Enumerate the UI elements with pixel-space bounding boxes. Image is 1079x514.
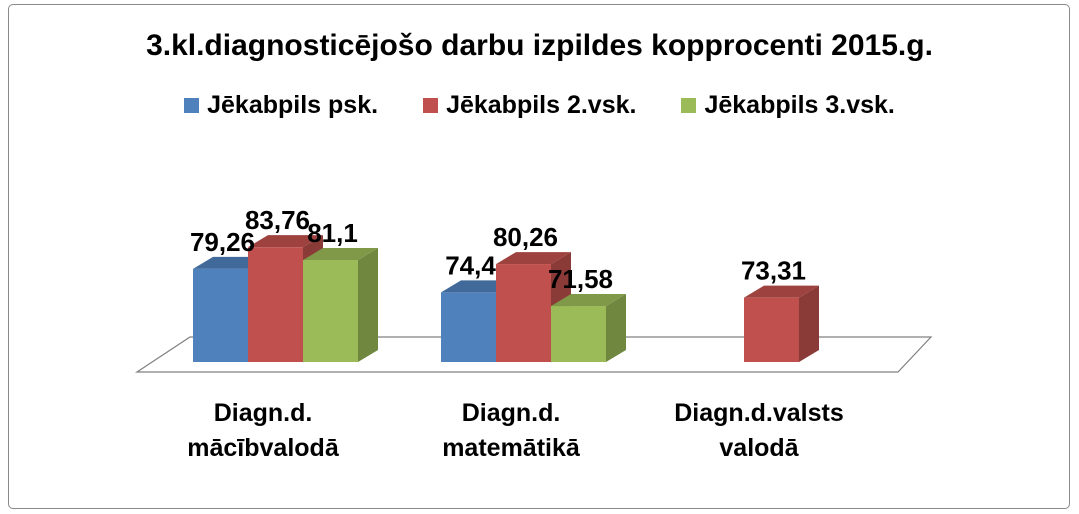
bar-top-face: [551, 294, 626, 307]
category-label-diagn-d-matematika: Diagn.d. matemātikā: [442, 399, 580, 462]
legend-label: Jēkabpils 3.vsk.: [704, 91, 895, 119]
bar-front-face: [551, 306, 606, 362]
legend-item-jekabpils-2-vsk: Jēkabpils 2.vsk.: [423, 90, 636, 120]
bar-group: [193, 235, 819, 362]
legend-label: Jēkabpils 2.vsk.: [446, 91, 637, 119]
category-label-diagn-d-macibvaloda: Diagn.d. mācībvalodā: [187, 399, 339, 462]
data-label-jekabpils-2-vsk-diagn-d-matematika: 80,26: [493, 222, 558, 252]
legend-item-jekabpils-psk: Jēkabpils psk.: [184, 90, 378, 120]
data-label-jekabpils-2-vsk-diagn-d-macibvaloda: 83,76: [245, 205, 310, 235]
bar-front-face: [303, 260, 358, 362]
data-label-jekabpils-3-vsk-diagn-d-macibvaloda: 81,1: [307, 218, 358, 248]
data-label-jekabpils-psk-diagn-d-matematika: 74,4: [445, 250, 496, 280]
bar-top-face: [496, 252, 571, 265]
data-label-jekabpils-2-vsk-diagn-d-valsts-valoda: 73,31: [741, 256, 806, 286]
bar-front-face: [496, 264, 551, 362]
legend-marker: [681, 97, 697, 113]
bar-jekabpils-3-vsk-diagn-d-macibvaloda: [303, 248, 378, 362]
bar-side-face: [606, 294, 626, 362]
bar-jekabpils-2-vsk-diagn-d-valsts-valoda: [744, 285, 819, 362]
legend-label: Jēkabpils psk.: [207, 91, 379, 119]
legend-marker: [423, 97, 439, 113]
category-label-diagn-d-valsts-valoda: Diagn.d.valsts valodā: [674, 399, 844, 462]
chart-legend: Jēkabpils psk. Jēkabpils 2.vsk. Jēkabpils …: [0, 90, 1079, 120]
data-label-jekabpils-psk-diagn-d-macibvaloda: 79,26: [190, 227, 255, 257]
bar-jekabpils-3-vsk-diagn-d-matematika: [551, 294, 626, 362]
bar-side-face: [358, 248, 378, 362]
bar-front-face: [744, 297, 799, 362]
data-label-jekabpils-3-vsk-diagn-d-matematika: 71,58: [548, 264, 613, 294]
chart-title: 3.kl.diagnosticējošo darbu izpildes kopp…: [146, 29, 933, 62]
bar-front-face: [248, 247, 303, 362]
legend-marker: [184, 97, 200, 113]
bar-top-face: [303, 248, 378, 261]
legend-item-jekabpils-3-vsk: Jēkabpils 3.vsk.: [681, 90, 895, 120]
bar-top-face: [248, 235, 323, 248]
bar-front-face: [441, 292, 496, 362]
bar-top-face: [744, 285, 819, 298]
bar-side-face: [799, 285, 819, 362]
bar-front-face: [193, 268, 248, 362]
